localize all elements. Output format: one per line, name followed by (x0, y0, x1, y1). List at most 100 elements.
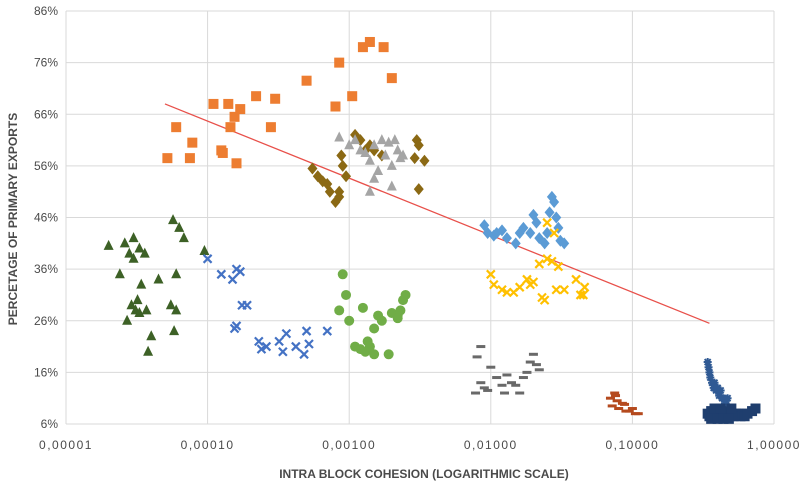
data-point (511, 383, 521, 387)
x-tick-label: 0,00010 (181, 438, 235, 452)
data-point (119, 237, 130, 248)
data-point (141, 304, 152, 315)
data-point (539, 295, 550, 305)
data-point (124, 247, 135, 258)
series-12 (702, 403, 761, 424)
y-axis-title: PERCETAGE OF PRIMARY EXPORTS (6, 113, 20, 325)
data-point (539, 237, 550, 250)
data-point (242, 300, 252, 311)
data-point (528, 352, 538, 356)
data-point (522, 274, 532, 285)
data-point (360, 146, 371, 157)
data-point (704, 363, 713, 372)
data-point (174, 221, 185, 232)
data-point (500, 391, 510, 395)
data-point (369, 349, 380, 360)
data-point (531, 216, 542, 229)
data-point (607, 404, 617, 408)
data-point (136, 278, 147, 289)
data-point (409, 152, 420, 165)
data-point (559, 284, 569, 295)
data-point (364, 185, 375, 196)
data-point (392, 144, 403, 155)
data-point (476, 381, 486, 385)
data-point (612, 399, 622, 403)
trendline (164, 103, 710, 324)
data-point (187, 137, 198, 148)
data-point (229, 323, 240, 334)
data-point (571, 274, 581, 285)
data-point (553, 261, 564, 272)
data-point (479, 386, 489, 390)
data-point (134, 307, 145, 318)
y-tick-label: 6% (41, 417, 59, 431)
data-point (162, 153, 173, 164)
data-point (369, 323, 380, 334)
data-point (497, 224, 508, 237)
data-point (705, 368, 714, 377)
data-points (103, 36, 761, 424)
data-point (128, 252, 139, 263)
data-point (506, 381, 516, 385)
data-point (143, 345, 154, 356)
data-point (380, 149, 391, 160)
data-point (392, 313, 403, 324)
data-point (261, 341, 272, 352)
data-point (706, 373, 715, 382)
data-point (534, 259, 545, 269)
data-point (531, 363, 541, 367)
series-5 (334, 131, 409, 196)
data-point (153, 273, 164, 284)
data-point (254, 336, 264, 347)
data-point (386, 73, 397, 84)
series-10 (605, 391, 643, 416)
data-point (544, 206, 555, 219)
data-point (324, 185, 335, 198)
data-point (139, 247, 150, 258)
series-9 (486, 217, 590, 305)
data-point (103, 239, 114, 250)
y-axis-ticks: 6% 16% 26% 36% 46% 56% 66% 76% 86% (34, 4, 58, 431)
data-point (383, 136, 394, 147)
data-point (706, 413, 717, 424)
data-point (171, 122, 182, 133)
data-point (291, 341, 301, 352)
y-tick-label: 16% (34, 365, 58, 379)
data-point (525, 360, 535, 364)
data-point (489, 279, 499, 290)
data-point (542, 254, 552, 264)
series-2 (162, 36, 397, 169)
data-point (330, 101, 341, 112)
data-point (299, 349, 309, 360)
data-point (750, 403, 761, 414)
data-point (334, 190, 345, 203)
data-point (341, 170, 352, 183)
data-point (386, 180, 397, 191)
data-point (497, 284, 507, 295)
data-point (518, 221, 529, 234)
data-point (389, 134, 400, 145)
data-point (301, 326, 312, 336)
data-point (518, 376, 528, 380)
data-point (337, 159, 348, 172)
data-point (515, 391, 525, 395)
data-point (334, 131, 345, 142)
data-point (486, 269, 496, 280)
data-point (376, 315, 387, 326)
data-point (231, 158, 242, 169)
data-point (168, 214, 179, 225)
data-point (364, 341, 375, 352)
data-point (528, 277, 539, 287)
data-point (307, 162, 318, 175)
data-point (559, 237, 570, 250)
data-point (274, 336, 284, 347)
y-tick-label: 36% (34, 262, 58, 276)
data-point (357, 302, 368, 313)
data-point (376, 134, 387, 145)
data-point (627, 407, 637, 411)
data-point (710, 378, 719, 387)
data-point (337, 269, 348, 280)
data-point (525, 226, 536, 239)
data-point (322, 326, 333, 336)
